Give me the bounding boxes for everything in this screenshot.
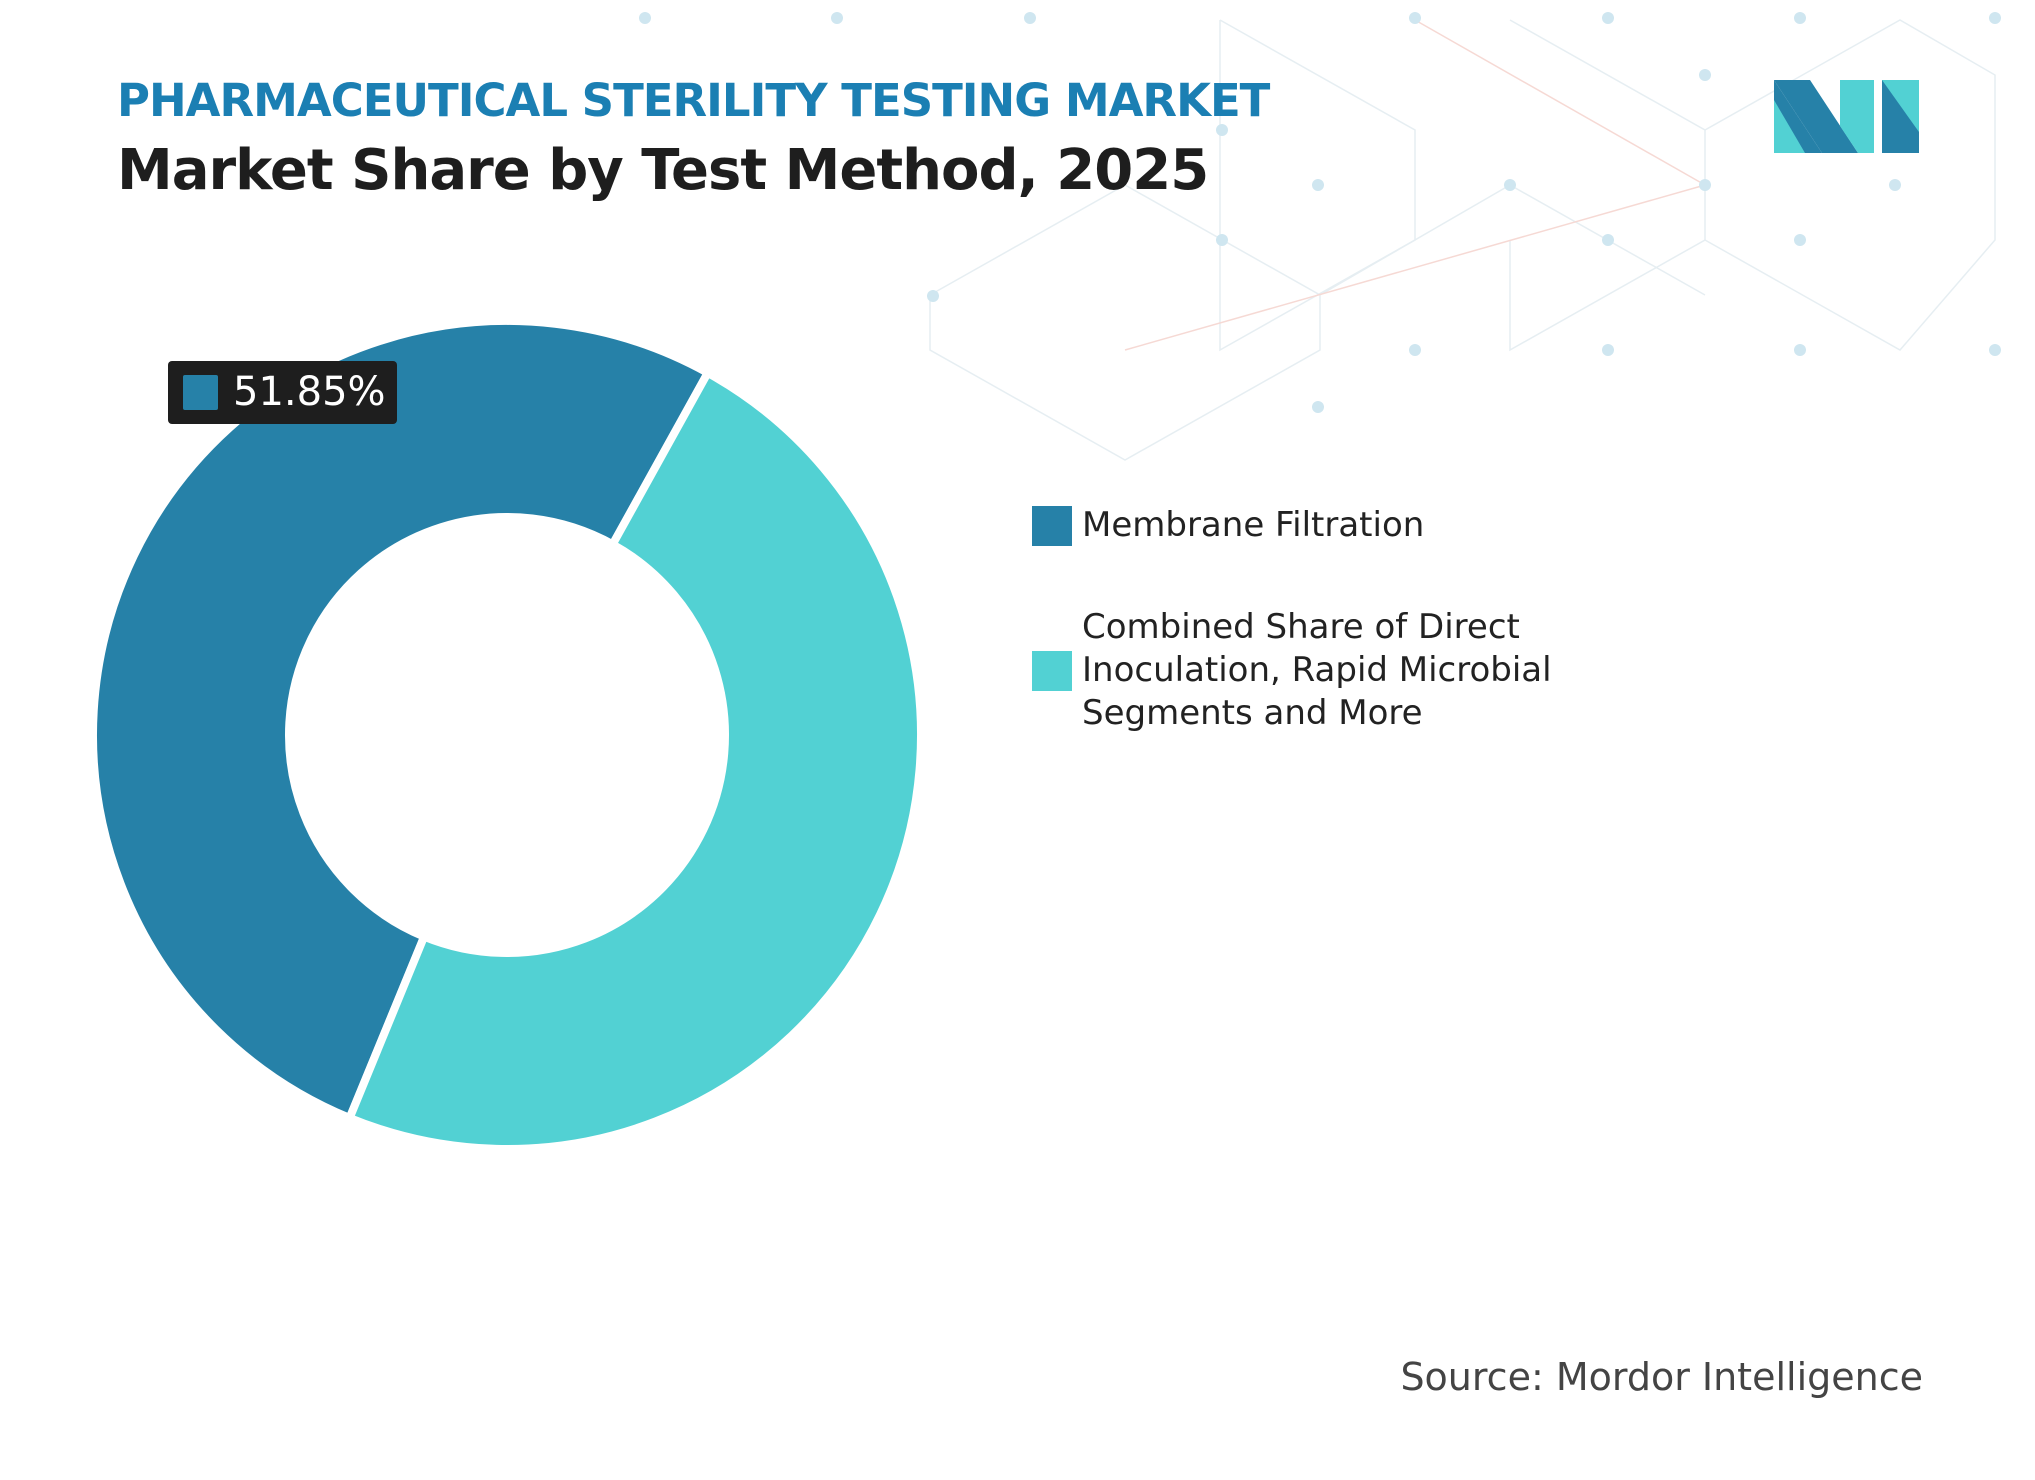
donut-segment	[89, 317, 714, 1124]
chart-title: Market Share by Test Method, 2025	[117, 138, 1209, 203]
legend-item: Membrane Filtration	[1032, 504, 1622, 547]
data-label-box	[168, 361, 397, 424]
chart-subtitle: PHARMACEUTICAL STERILITY TESTING MARKET	[117, 74, 1270, 127]
legend-swatch	[1032, 650, 1072, 691]
legend-item: Combined Share of Direct Inoculation, Ra…	[1032, 606, 1622, 735]
data-label-text: 51.85%	[233, 369, 386, 415]
legend-label: Membrane Filtration	[1082, 505, 1425, 545]
legend-swatch	[1032, 505, 1072, 546]
legend-label: Combined Share of Direct Inoculation, Ra…	[1082, 607, 1552, 733]
data-label-swatch	[183, 375, 218, 410]
logo	[1774, 80, 1919, 153]
data-label: 51.85%	[168, 361, 397, 424]
donut-chart: 51.85%	[89, 317, 926, 1153]
source: Source: Mordor Intelligence	[1400, 1355, 1923, 1399]
donut-segment	[344, 367, 926, 1153]
